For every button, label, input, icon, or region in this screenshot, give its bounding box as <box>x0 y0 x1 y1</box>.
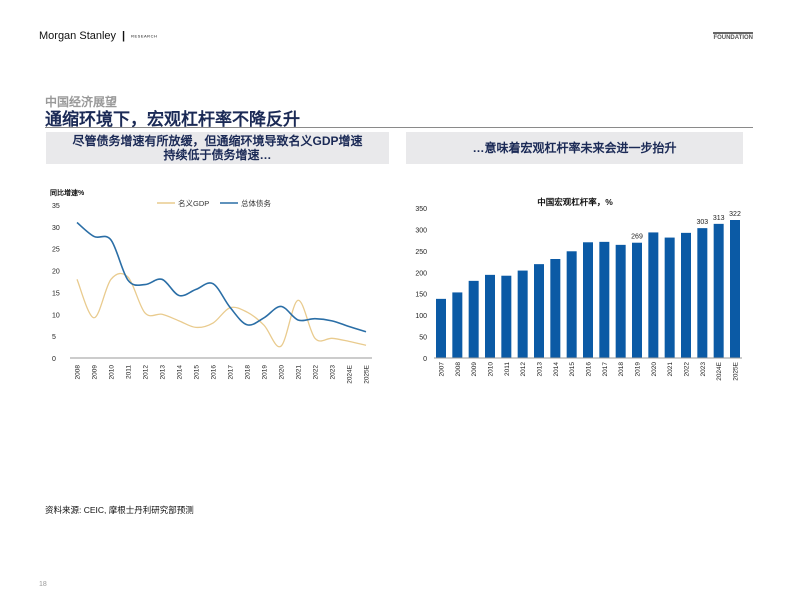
x-tick-label: 2017 <box>228 365 235 380</box>
brand-sub: RESEARCH <box>131 33 158 39</box>
x-tick-label: 2017 <box>602 362 609 377</box>
y-tick-label: 20 <box>52 269 60 276</box>
series-line-gdp <box>76 272 367 348</box>
y-tick-label: 10 <box>52 312 60 319</box>
page-number: 18 <box>39 581 47 588</box>
bar-2018 <box>615 244 626 358</box>
data-label: 322 <box>729 211 741 218</box>
bar-2025E <box>730 220 740 358</box>
x-tick-label: 2012 <box>520 362 527 377</box>
x-tick-label: 2008 <box>455 362 462 377</box>
data-label: 303 <box>696 219 708 226</box>
bar-2019 <box>632 242 642 358</box>
x-tick-label: 2021 <box>296 365 303 380</box>
bar-2014 <box>550 259 561 358</box>
foundation-badge: FOUNDATION <box>713 32 753 41</box>
x-tick-label: 2023 <box>330 365 337 380</box>
y-tick-label: 350 <box>415 206 427 213</box>
y-tick-label: 100 <box>415 313 427 320</box>
brand-separator: | <box>122 30 126 42</box>
y-tick-label: 0 <box>423 356 427 363</box>
title-divider <box>45 127 753 128</box>
bar-2015 <box>566 251 577 358</box>
brand-name: Morgan Stanley <box>39 30 117 42</box>
y-tick-label: 150 <box>415 292 427 299</box>
legend-label: 名义GDP <box>178 198 209 208</box>
x-tick-label: 2024E <box>347 364 354 383</box>
x-tick-label: 2022 <box>684 362 691 377</box>
bar-2023 <box>697 228 708 358</box>
bar-2020 <box>648 232 659 358</box>
data-label: 269 <box>631 234 643 241</box>
x-tick-label: 2018 <box>245 365 252 380</box>
x-tick-label: 2008 <box>75 365 82 380</box>
bar-2021 <box>664 237 675 358</box>
x-tick-label: 2019 <box>262 365 269 380</box>
x-tick-label: 2010 <box>109 365 116 380</box>
legend-label: 总体债务 <box>241 198 271 208</box>
x-tick-label: 2015 <box>569 362 576 377</box>
y-tick-label: 50 <box>419 335 427 342</box>
brand-logo: Morgan Stanley | RESEARCH <box>39 30 157 42</box>
x-tick-label: 2014 <box>553 362 560 377</box>
x-tick-label: 2007 <box>439 362 446 377</box>
y-tick-label: 250 <box>415 249 427 256</box>
x-tick-label: 2011 <box>504 362 511 376</box>
series-line-debt <box>76 221 367 333</box>
bar-2022 <box>681 232 691 358</box>
y-tick-label: 15 <box>52 290 60 297</box>
y-tick-label: 5 <box>52 334 56 341</box>
y-tick-label: 25 <box>52 247 60 254</box>
x-tick-label: 2010 <box>488 362 495 377</box>
bar-2017 <box>599 241 610 358</box>
bar-2011 <box>501 275 512 358</box>
x-tick-label: 2021 <box>667 362 674 377</box>
bar-2012 <box>517 270 528 358</box>
x-tick-label: 2024E <box>716 361 723 380</box>
bar-2024E <box>713 223 724 358</box>
chart-title: 中国宏观杠杆率，% <box>537 197 613 207</box>
x-tick-label: 2013 <box>160 365 167 380</box>
x-tick-label: 2013 <box>537 362 544 377</box>
y-tick-label: 35 <box>52 203 60 210</box>
x-tick-label: 2018 <box>618 362 625 377</box>
x-tick-label: 2014 <box>177 365 184 380</box>
page-title: 通缩环境下，宏观杠杆率不降反升 <box>45 110 300 129</box>
callout-right: …意味着宏观杠杆率未来会进一步抬升 <box>406 132 743 164</box>
x-tick-label: 2025E <box>733 361 740 380</box>
bar-2009 <box>468 280 479 358</box>
bar-2007 <box>436 298 446 358</box>
x-tick-label: 2016 <box>211 365 218 380</box>
bar-2008 <box>452 292 463 358</box>
x-tick-label: 2025E <box>364 364 371 383</box>
y-axis-label: 同比增速% <box>50 188 85 197</box>
callout-left: 尽管债务增速有所放缓，但通缩环境导致名义GDP增速持续低于债务增速… <box>46 132 389 164</box>
x-tick-label: 2009 <box>92 365 99 380</box>
x-tick-label: 2020 <box>651 362 658 377</box>
x-tick-label: 2020 <box>279 365 286 380</box>
x-tick-label: 2016 <box>586 362 593 377</box>
source-note: 资料来源: CEIC, 摩根士丹利研究部预测 <box>45 505 194 515</box>
x-tick-label: 2015 <box>194 365 201 380</box>
x-tick-label: 2012 <box>143 365 150 380</box>
x-tick-label: 2009 <box>471 362 478 377</box>
bar-2010 <box>485 274 495 358</box>
y-tick-label: 200 <box>415 270 427 277</box>
y-tick-label: 30 <box>52 225 60 232</box>
callout-right-text: …意味着宏观杠杆率未来会进一步抬升 <box>472 141 677 155</box>
x-tick-label: 2022 <box>313 365 320 380</box>
y-tick-label: 0 <box>52 356 56 363</box>
x-tick-label: 2019 <box>635 362 642 377</box>
callout-left-text: 尽管债务增速有所放缓，但通缩环境导致名义GDP增速持续低于债务增速… <box>72 134 363 162</box>
bar-2016 <box>583 242 593 358</box>
x-tick-label: 2011 <box>126 365 133 379</box>
x-tick-label: 2023 <box>700 362 707 377</box>
data-label: 313 <box>713 215 725 222</box>
bar-2013 <box>534 264 544 358</box>
y-tick-label: 300 <box>415 227 427 234</box>
section-label: 中国经济展望 <box>45 95 118 109</box>
